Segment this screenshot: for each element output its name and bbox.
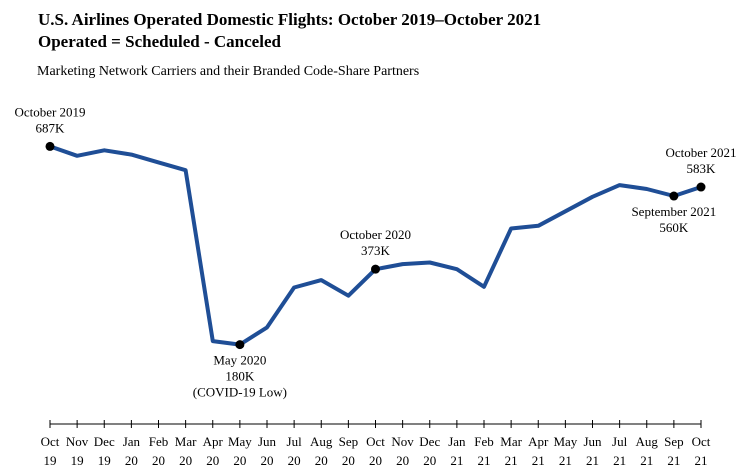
x-tick-label-month: Oct [366,434,385,449]
data-label: 373K [361,243,391,258]
x-tick-label-month: Oct [41,434,60,449]
x-tick-label-month: Oct [692,434,711,449]
data-label: September 2021 [631,204,716,219]
data-label: 560K [659,220,689,235]
data-label: October 2021 [665,145,736,160]
x-tick-label-month: May [228,434,252,449]
x-tick-label-year: 20 [233,453,246,468]
data-label: 687K [36,120,66,135]
x-tick-label-month: Jul [612,434,628,449]
x-tick-label-year: 21 [586,453,599,468]
x-tick-label-month: Sep [664,434,684,449]
x-tick-label-month: Aug [636,434,659,449]
x-tick-label-year: 20 [396,453,409,468]
data-label: October 2019 [14,104,85,119]
x-tick-label-month: Mar [500,434,522,449]
data-point-marker [371,264,380,274]
x-tick-label-year: 21 [505,453,518,468]
x-tick-label-year: 21 [478,453,491,468]
x-tick-label-year: 21 [695,453,708,468]
x-tick-label-year: 20 [369,453,382,468]
x-tick-label-year: 19 [98,453,111,468]
x-tick-label-year: 20 [206,453,219,468]
data-label: 583K [687,161,717,176]
data-label: October 2020 [340,227,411,242]
data-point-marker [696,182,706,192]
x-tick-label-year: 19 [71,453,84,468]
chart-title-line2: Operated = Scheduled - Canceled [38,32,281,51]
data-label: 180K [225,369,255,384]
x-tick-label-month: Jul [287,434,303,449]
x-tick-label-year: 21 [559,453,572,468]
x-tick-label-year: 20 [288,453,301,468]
x-tick-label-month: Apr [528,434,549,449]
x-tick-label-year: 20 [179,453,192,468]
x-tick-label-month: Jan [123,434,141,449]
chart-title-line1: U.S. Airlines Operated Domestic Flights:… [38,10,542,29]
x-tick-label-year: 21 [450,453,463,468]
x-tick-label-year: 21 [613,453,626,468]
x-tick-label-month: Nov [66,434,89,449]
x-tick-label-month: Apr [203,434,224,449]
x-tick-label-year: 20 [125,453,138,468]
x-tick-label-month: Jan [448,434,466,449]
data-point-marker [669,191,679,201]
x-tick-label-month: Nov [391,434,414,449]
x-tick-label-year: 21 [667,453,680,468]
x-tick-label-year: 20 [315,453,328,468]
x-tick-label-month: Feb [149,434,169,449]
data-point-marker [45,141,55,151]
x-tick-label-year: 20 [152,453,165,468]
x-tick-label-month: Dec [419,434,440,449]
x-tick-label-month: May [553,434,577,449]
x-tick-label-month: Dec [94,434,115,449]
data-label: May 2020 [213,353,266,368]
x-tick-label-month: Jun [258,434,277,449]
x-tick-label-month: Jun [583,434,602,449]
x-tick-label-year: 21 [640,453,653,468]
chart-subtitle: Marketing Network Carriers and their Bra… [37,64,420,79]
x-tick-label-year: 21 [532,453,545,468]
data-label: (COVID-19 Low) [193,385,287,400]
data-point-marker [235,340,245,350]
x-tick-label-month: Aug [310,434,333,449]
x-tick-label-year: 20 [342,453,355,468]
x-tick-label-month: Feb [474,434,494,449]
chart-title: U.S. Airlines Operated Domestic Flights:… [38,9,541,53]
x-tick-label-year: 19 [44,453,57,468]
x-tick-label-year: 20 [423,453,436,468]
x-tick-label-month: Sep [339,434,359,449]
x-tick-label-month: Mar [175,434,197,449]
x-tick-label-year: 20 [261,453,274,468]
